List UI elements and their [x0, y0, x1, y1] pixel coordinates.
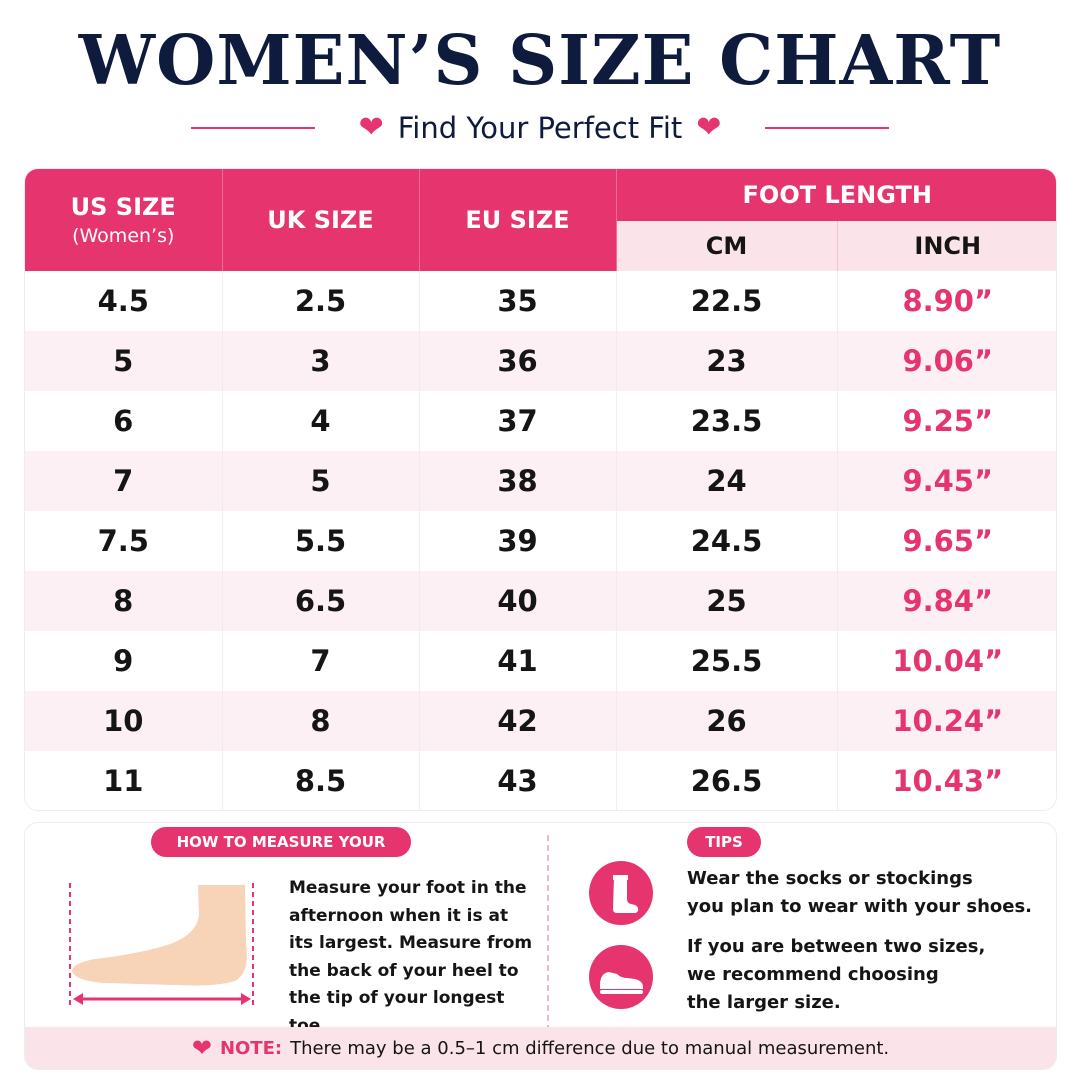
cell-cm: 24.5 — [616, 511, 838, 571]
cell-eu: 42 — [419, 691, 617, 751]
table-row: 7 5 38 24 9.45” — [25, 451, 1056, 511]
subtitle: Find Your Perfect Fit — [397, 111, 683, 145]
cell-inch: 10.04” — [892, 644, 1004, 678]
table-row: 9 7 41 25.5 10.04” — [25, 631, 1056, 691]
header-foot-length: FOOT LENGTH — [616, 169, 1056, 221]
table-body: 4.5 2.5 35 22.5 8.90” 5 3 36 23 9.06” 6 4 37 23.5 9.25… — [25, 271, 1056, 810]
cell-uk: 8.5 — [222, 751, 420, 810]
cell-eu: 39 — [419, 511, 617, 571]
cell-us: 11 — [25, 751, 223, 810]
cell-inch: 9.84” — [837, 571, 1056, 631]
cell-cm: 23.5 — [616, 391, 838, 451]
cell-eu: 36 — [419, 331, 617, 391]
header-cm: CM — [616, 221, 838, 271]
note-bar: ❤ NOTE: There may be a 0.5–1 cm differen… — [25, 1027, 1056, 1069]
foot-diagram-icon — [69, 883, 254, 1007]
heart-icon: ❤ — [696, 110, 722, 145]
cell-uk: 3 — [222, 331, 420, 391]
table-row: 4.5 2.5 35 22.5 8.90” — [25, 271, 1056, 331]
table-row: 7.5 5.5 39 24.5 9.65” — [25, 511, 1056, 571]
cell-us: 5 — [25, 331, 223, 391]
sock-icon — [589, 861, 653, 925]
cell-inch: 9.45” — [837, 451, 1056, 511]
subtitle-line-right — [765, 127, 890, 129]
cell-inch: 8.90” — [902, 284, 994, 318]
cell-cm: 24 — [616, 451, 838, 511]
subtitle-row: ❤ Find Your Perfect Fit ❤ — [0, 108, 1080, 148]
cell-us: 8 — [25, 571, 223, 631]
cell-uk: 2.5 — [222, 271, 420, 331]
cell-inch: 9.65” — [902, 524, 994, 558]
cell-us: 9 — [25, 631, 223, 691]
cell-cm: 25 — [616, 571, 838, 631]
cell-cm: 26.5 — [616, 751, 838, 810]
cell-eu: 35 — [419, 271, 617, 331]
cell-eu: 43 — [419, 751, 617, 810]
table-row: 8 6.5 40 25 9.84” — [25, 571, 1056, 631]
table-row: 6 4 37 23.5 9.25” — [25, 391, 1056, 451]
panel-divider — [547, 835, 549, 1031]
table-row: 10 8 42 26 10.24” — [25, 691, 1056, 751]
cell-eu: 38 — [419, 451, 617, 511]
tip-socks: Wear the socks or stockings you plan to … — [687, 868, 1033, 917]
heart-icon: ❤ — [191, 1034, 212, 1062]
header-inch: INCH — [837, 221, 1056, 271]
info-panel: HOW TO MEASURE YOUR FOOT Measure your fo… — [24, 822, 1057, 1070]
cell-cm: 25.5 — [616, 631, 838, 691]
cell-inch: 10.43” — [892, 764, 1004, 798]
measure-instructions: Measure your foot in the afternoon when … — [289, 878, 533, 1036]
cell-uk: 4 — [222, 391, 420, 451]
cell-cm: 22.5 — [616, 271, 838, 331]
header-uk-size: UK SIZE — [222, 169, 420, 271]
subtitle-line-left — [190, 127, 315, 129]
cell-eu: 37 — [419, 391, 617, 451]
cell-us: 7.5 — [25, 511, 223, 571]
cell-eu: 40 — [419, 571, 617, 631]
cell-uk: 6.5 — [222, 571, 420, 631]
cell-uk: 5 — [222, 451, 420, 511]
cell-eu: 41 — [419, 631, 617, 691]
cell-uk: 5.5 — [222, 511, 420, 571]
header-eu-size: EU SIZE — [419, 169, 617, 271]
tips-label: TIPS — [687, 827, 761, 857]
cell-us: 4.5 — [25, 271, 223, 331]
cell-cm: 23 — [616, 331, 838, 391]
table-row: 11 8.5 43 26.5 10.43” — [25, 751, 1056, 810]
cell-us: 7 — [25, 451, 223, 511]
cell-us: 6 — [25, 391, 223, 451]
cell-us: 10 — [25, 691, 223, 751]
cell-inch: 10.24” — [837, 691, 1056, 751]
note-label: NOTE: — [219, 1037, 283, 1059]
tip-between-sizes: If you are between two sizes, we recomme… — [687, 936, 986, 1013]
cell-inch: 9.25” — [902, 404, 994, 438]
cell-uk: 8 — [222, 691, 420, 751]
header-us-size: US SIZE (Women’s) — [25, 169, 223, 271]
heart-icon: ❤ — [358, 110, 384, 145]
table-row: 5 3 36 23 9.06” — [25, 331, 1056, 391]
measure-label: HOW TO MEASURE YOUR FOOT — [151, 827, 411, 881]
cell-cm: 26 — [616, 691, 838, 751]
size-table: US SIZE (Women’s) UK SIZE EU SIZE FOOT L… — [24, 168, 1057, 811]
note-text: There may be a 0.5–1 cm difference due t… — [290, 1037, 890, 1059]
cell-inch: 9.06” — [837, 331, 1056, 391]
shoe-icon — [589, 945, 653, 1009]
cell-uk: 7 — [222, 631, 420, 691]
page-title: WOMEN’S SIZE CHART — [78, 21, 1002, 101]
